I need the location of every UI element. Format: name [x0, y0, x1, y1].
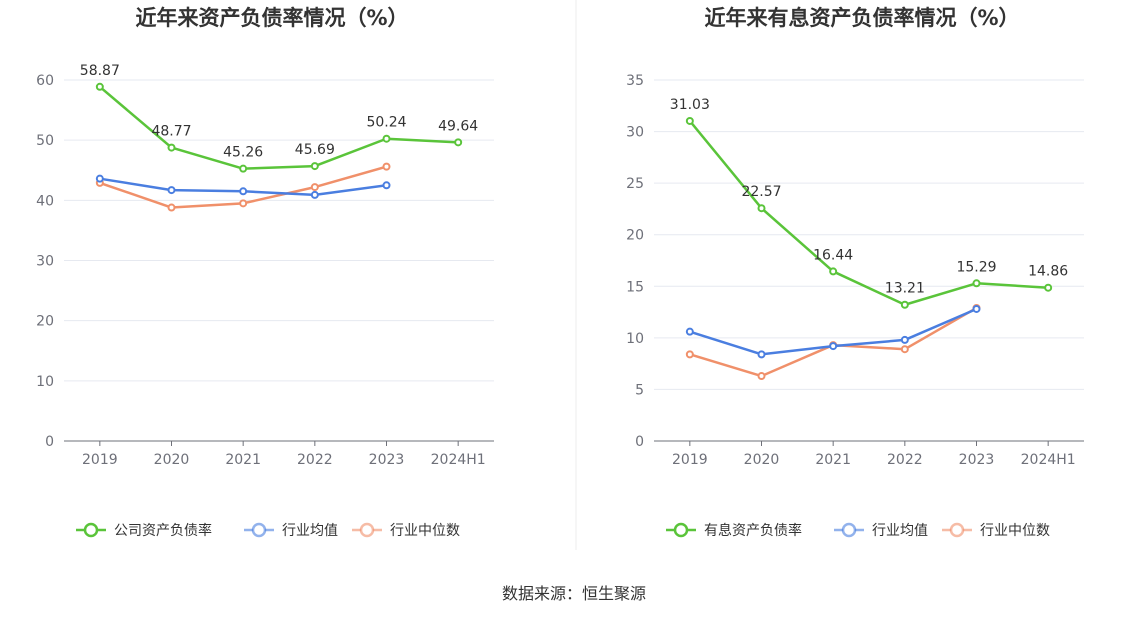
y-tick-label: 40 [36, 193, 54, 209]
data-point-avg [900, 335, 909, 344]
data-point-avg [382, 181, 391, 190]
legend-label: 公司资产负债率 [114, 522, 212, 539]
series-line-company [99, 85, 459, 170]
data-label: 31.03 [670, 97, 710, 113]
legend-item-company: 公司资产负债率 [76, 522, 212, 539]
series-line-company [688, 120, 1049, 306]
data-point-company [382, 134, 391, 143]
legend-marker [251, 522, 267, 538]
x-tick-label: 2021 [815, 452, 851, 468]
data-point-median [685, 350, 694, 359]
legend-label: 有息资产负债率 [704, 522, 802, 539]
y-tick-label: 10 [626, 331, 644, 347]
data-point-median [900, 345, 909, 354]
data-label: 15.29 [956, 259, 996, 275]
data-point-company [239, 164, 248, 173]
data-point-company [1044, 283, 1053, 292]
legend-label: 行业均值 [282, 523, 338, 539]
x-tick-label: 2022 [887, 452, 923, 468]
data-point-company [900, 300, 909, 309]
data-point-company [685, 116, 694, 125]
data-point-avg [972, 304, 981, 313]
data-label: 22.57 [741, 184, 781, 200]
legend-item-avg: 行业均值 [244, 522, 338, 539]
data-point-avg [757, 350, 766, 359]
y-tick-label: 15 [626, 279, 644, 295]
y-tick-label: 10 [36, 374, 54, 390]
x-tick-label: 2019 [82, 452, 118, 468]
data-point-avg [239, 187, 248, 196]
data-point-company [95, 82, 104, 91]
legend-item-median: 行业中位数 [942, 522, 1050, 539]
chart-title: 近年来有息资产负债率情况（%） [704, 6, 1019, 30]
data-point-company [829, 267, 838, 276]
chart-panel-1: 近年来资产负债率情况（%） 0 10 20 30 40 50 60 2019 2020 2021 20… [36, 6, 494, 539]
x-tick-label: 2024H1 [431, 452, 486, 468]
data-point-company [310, 162, 319, 171]
x-tick-label: 2022 [297, 452, 333, 468]
legend-label: 行业中位数 [390, 523, 460, 539]
legend-label: 行业中位数 [980, 523, 1050, 539]
data-point-avg [95, 174, 104, 183]
y-tick-label: 0 [635, 434, 644, 450]
legend-label: 行业均值 [872, 523, 928, 539]
data-label: 58.87 [80, 63, 120, 79]
legend-marker [83, 522, 99, 538]
data-label: 45.26 [223, 145, 263, 161]
y-tick-label: 20 [36, 314, 54, 330]
x-tick-label: 2019 [672, 452, 708, 468]
y-tick-label: 30 [36, 254, 54, 270]
legend-item-median: 行业中位数 [352, 522, 460, 539]
data-point-avg [310, 190, 319, 199]
data-label: 16.44 [813, 247, 853, 263]
y-tick-label: 20 [626, 228, 644, 244]
data-point-avg [685, 327, 694, 336]
data-point-avg [829, 342, 838, 351]
data-label: 49.64 [438, 118, 478, 134]
data-point-avg [167, 186, 176, 195]
data-point-median [382, 162, 391, 171]
legend-marker [359, 522, 375, 538]
data-label: 13.21 [885, 281, 925, 297]
y-tick-label: 5 [635, 382, 644, 398]
data-point-median [167, 203, 176, 212]
data-point-company [167, 143, 176, 152]
y-tick-label: 30 [626, 125, 644, 141]
legend-marker [841, 522, 857, 538]
y-tick-label: 50 [36, 133, 54, 149]
data-label: 14.86 [1028, 264, 1068, 280]
legend-item-company: 有息资产负债率 [666, 522, 802, 539]
y-tick-label: 35 [626, 73, 644, 89]
legend-item-avg: 行业均值 [834, 522, 928, 539]
data-point-median [757, 372, 766, 381]
legend-marker [949, 522, 965, 538]
data-point-company [972, 279, 981, 288]
x-tick-label: 2024H1 [1021, 452, 1076, 468]
data-point-company [454, 138, 463, 147]
x-tick-label: 2020 [744, 452, 780, 468]
data-point-median [239, 199, 248, 208]
chart-title: 近年来资产负债率情况（%） [135, 6, 408, 30]
source-note: 数据来源：恒生聚源 [502, 584, 646, 603]
data-point-median [310, 183, 319, 192]
legend-marker [673, 522, 689, 538]
y-tick-label: 25 [626, 176, 644, 192]
x-tick-label: 2020 [154, 452, 190, 468]
x-tick-label: 2023 [959, 452, 995, 468]
data-label: 45.69 [295, 142, 335, 158]
data-label: 50.24 [366, 115, 406, 131]
data-label: 48.77 [151, 124, 191, 140]
x-tick-label: 2021 [225, 452, 261, 468]
chart-panel-2: 近年来有息资产负债率情况（%） 0 5 10 15 20 25 30 35 2019 2020 202… [626, 6, 1084, 539]
y-tick-label: 0 [45, 434, 54, 450]
y-tick-label: 60 [36, 73, 54, 89]
x-tick-label: 2023 [369, 452, 405, 468]
data-point-company [757, 204, 766, 213]
